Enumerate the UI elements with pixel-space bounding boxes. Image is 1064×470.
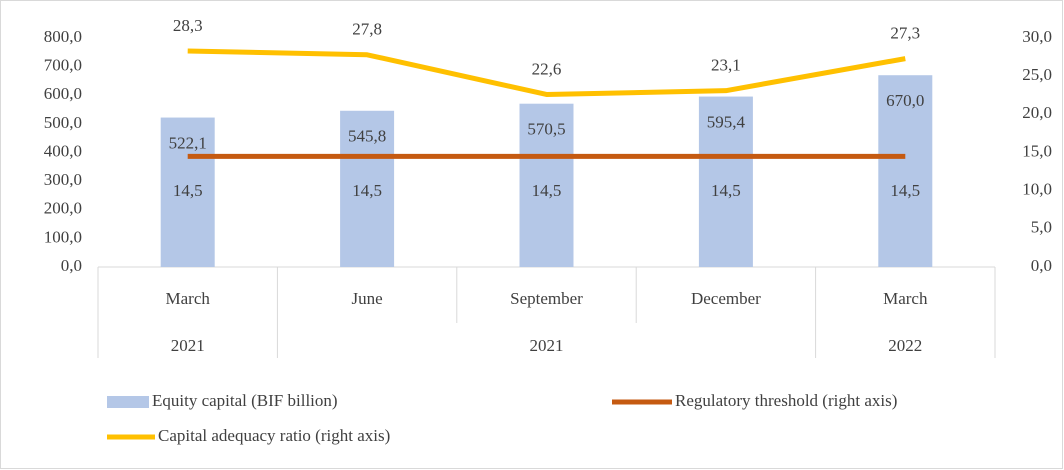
- data-label: 28,3: [173, 16, 203, 35]
- y2-tick-label: 30,0: [1022, 27, 1052, 46]
- x-tick-label: December: [691, 289, 761, 308]
- y-tick-label: 800,0: [44, 27, 82, 46]
- x-tick-label: March: [166, 289, 211, 308]
- data-label: 14,5: [890, 181, 920, 200]
- y2-tick-label: 0,0: [1031, 256, 1052, 275]
- x-group-label: 2021: [530, 336, 564, 355]
- y2-tick-label: 5,0: [1031, 218, 1052, 237]
- y-tick-label: 500,0: [44, 113, 82, 132]
- data-label: 27,3: [890, 24, 920, 43]
- y-tick-label: 300,0: [44, 170, 82, 189]
- data-label: 545,8: [348, 127, 386, 146]
- y-tick-label: 100,0: [44, 227, 82, 246]
- bar: [698, 96, 753, 268]
- x-tick-label: March: [883, 289, 928, 308]
- legend-label: Equity capital (BIF billion): [152, 391, 338, 410]
- bar: [160, 117, 215, 267]
- y-tick-label: 0,0: [61, 256, 82, 275]
- legend-label: Capital adequacy ratio (right axis): [158, 426, 390, 445]
- x-tick-label: June: [352, 289, 383, 308]
- y2-tick-label: 20,0: [1022, 103, 1052, 122]
- data-label: 23,1: [711, 56, 741, 75]
- bar: [878, 75, 933, 268]
- data-label: 22,6: [532, 59, 562, 78]
- data-label: 595,4: [707, 112, 746, 131]
- data-label: 522,1: [169, 133, 207, 152]
- legend-label: Regulatory threshold (right axis): [675, 391, 897, 410]
- y-tick-label: 200,0: [44, 199, 82, 218]
- y-tick-label: 700,0: [44, 56, 82, 75]
- bar: [340, 110, 395, 268]
- data-label: 570,5: [527, 120, 565, 139]
- line: [187, 48, 906, 97]
- y-tick-label: 400,0: [44, 141, 82, 160]
- data-label: 14,5: [711, 181, 741, 200]
- data-label: 14,5: [352, 181, 382, 200]
- y2-tick-label: 15,0: [1022, 141, 1052, 160]
- x-group-label: 2021: [171, 336, 205, 355]
- legend-swatch: [107, 396, 149, 408]
- data-label: 14,5: [532, 181, 562, 200]
- y-tick-label: 600,0: [44, 84, 82, 103]
- x-tick-label: September: [510, 289, 583, 308]
- y2-tick-label: 10,0: [1022, 180, 1052, 199]
- data-label: 670,0: [886, 91, 924, 110]
- y2-tick-label: 25,0: [1022, 65, 1052, 84]
- bar: [519, 103, 574, 268]
- data-label: 14,5: [173, 181, 203, 200]
- x-group-label: 2022: [888, 336, 922, 355]
- data-label: 27,8: [352, 20, 382, 39]
